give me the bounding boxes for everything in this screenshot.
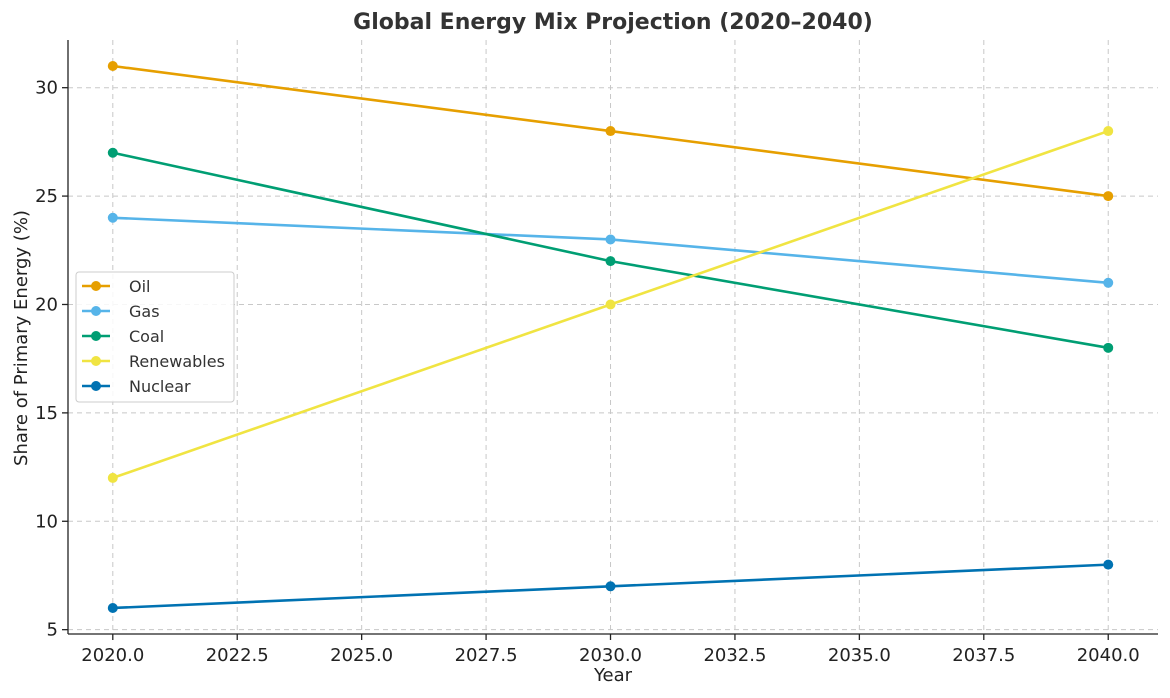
x-axis-label: Year: [593, 665, 633, 686]
x-tick-label: 2020.0: [81, 645, 144, 666]
grid: [68, 40, 1158, 634]
legend: Oil Gas Coal Renewables Nuclear: [75, 271, 235, 403]
legend-swatch-marker: [91, 381, 101, 391]
series-gas: [107, 212, 1114, 288]
y-tick-label: 25: [35, 186, 58, 207]
data-point-gas: [107, 212, 118, 223]
data-point-renewables: [107, 472, 118, 483]
legend-label: Coal: [129, 327, 164, 346]
y-tick-label: 30: [35, 78, 58, 99]
series-nuclear: [107, 559, 1114, 613]
y-axis-label: Share of Primary Energy (%): [11, 210, 32, 466]
x-tick-label: 2035.0: [828, 645, 891, 666]
legend-swatch-marker: [91, 356, 101, 366]
data-point-nuclear: [1103, 559, 1114, 570]
legend-item-nuclear: Nuclear: [82, 377, 191, 396]
x-tick-label: 2030.0: [579, 645, 642, 666]
legend-label: Nuclear: [129, 377, 191, 396]
y-axis-ticks: 5 10 15 20 25 30: [35, 78, 68, 641]
x-tick-label: 2032.5: [703, 645, 766, 666]
x-tick-label: 2027.5: [455, 645, 518, 666]
x-axis-ticks: 2020.0 2022.5 2025.0 2027.5 2030.0 2032.5 2035…: [81, 634, 1140, 666]
data-point-oil: [107, 61, 118, 72]
legend-label: Gas: [129, 302, 160, 321]
series-coal: [107, 147, 1114, 353]
series-renewables: [107, 126, 1114, 483]
data-point-gas: [605, 234, 616, 245]
y-tick-label: 10: [35, 511, 58, 532]
data-point-nuclear: [605, 581, 616, 592]
data-point-oil: [605, 126, 616, 137]
legend-item-oil: Oil: [82, 277, 150, 296]
data-point-coal: [605, 256, 616, 267]
legend-label: Renewables: [129, 352, 225, 371]
legend-item-coal: Coal: [82, 327, 164, 346]
x-tick-label: 2037.5: [952, 645, 1015, 666]
legend-label: Oil: [129, 277, 150, 296]
legend-item-renewables: Renewables: [82, 352, 225, 371]
data-point-oil: [1103, 191, 1114, 202]
data-point-nuclear: [107, 602, 118, 613]
y-tick-label: 5: [47, 620, 58, 641]
data-point-renewables: [605, 299, 616, 310]
y-tick-label: 15: [35, 403, 58, 424]
data-point-renewables: [1103, 126, 1114, 137]
x-tick-label: 2025.0: [330, 645, 393, 666]
data-point-coal: [107, 147, 118, 158]
y-tick-label: 20: [35, 294, 58, 315]
series-oil: [107, 61, 1114, 202]
legend-box: [75, 271, 235, 403]
x-tick-label: 2022.5: [206, 645, 269, 666]
data-point-coal: [1103, 342, 1114, 353]
data-point-gas: [1103, 277, 1114, 288]
chart-title: Global Energy Mix Projection (2020–2040): [353, 10, 873, 35]
x-tick-label: 2040.0: [1077, 645, 1140, 666]
legend-swatch-marker: [91, 281, 101, 291]
series-lines: [107, 61, 1114, 613]
axes: [67, 40, 1158, 635]
legend-swatch-marker: [91, 306, 101, 316]
legend-swatch-marker: [91, 331, 101, 341]
legend-item-gas: Gas: [82, 302, 160, 321]
